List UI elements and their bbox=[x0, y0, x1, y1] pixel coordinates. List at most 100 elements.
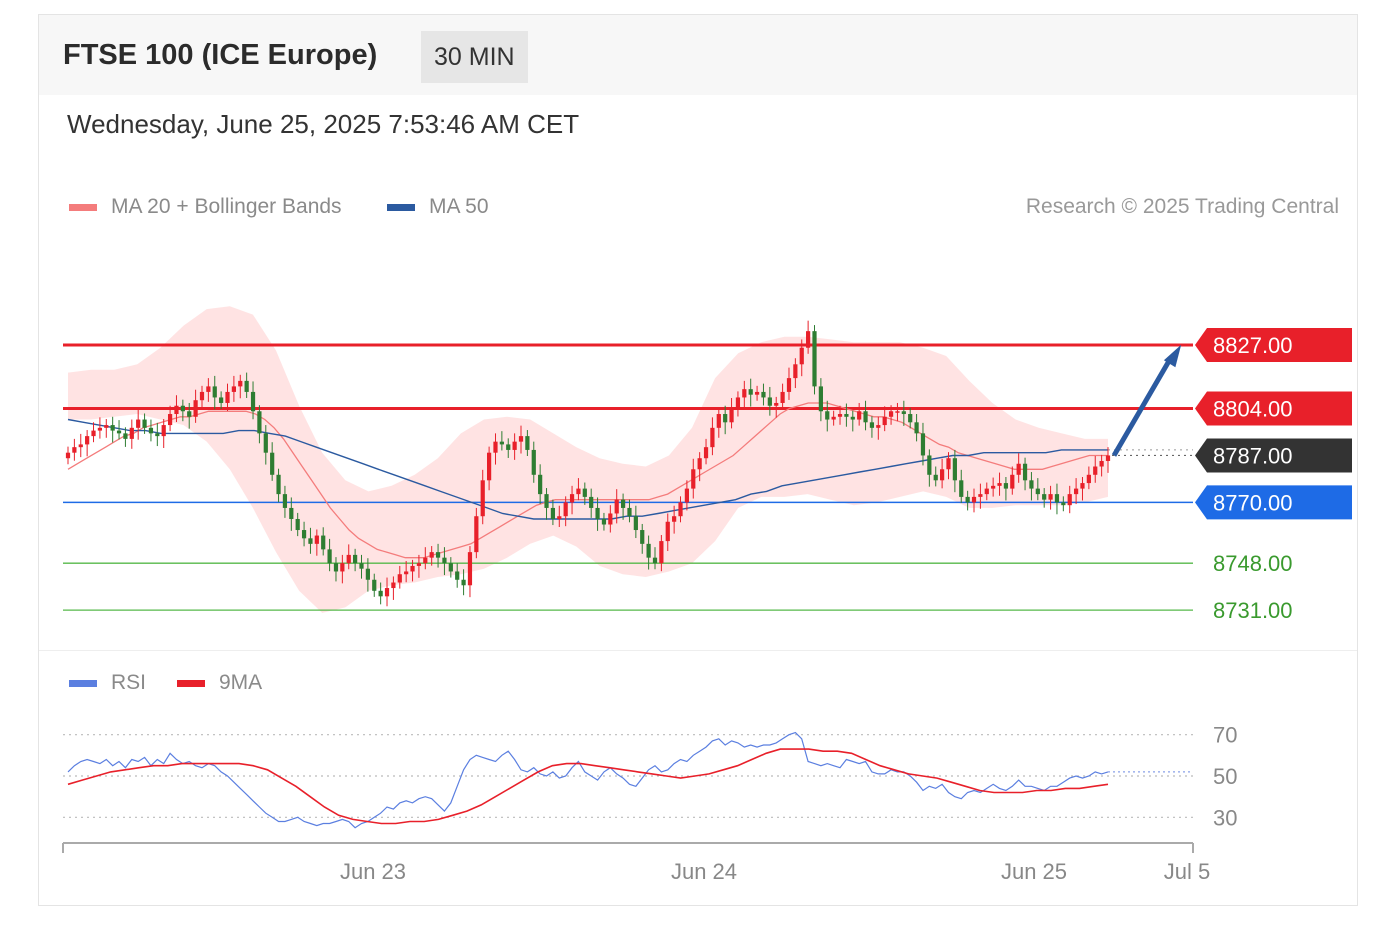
candle-body bbox=[876, 425, 881, 428]
candle-body bbox=[901, 411, 906, 415]
candle-body bbox=[435, 552, 441, 558]
panel-divider bbox=[39, 650, 1357, 651]
candle-body bbox=[563, 502, 568, 517]
candle-body bbox=[608, 513, 613, 525]
candle-body bbox=[244, 380, 249, 392]
candle-body bbox=[1067, 494, 1072, 506]
candle-body bbox=[767, 397, 772, 406]
candle-body bbox=[499, 441, 504, 445]
candle-body bbox=[863, 411, 868, 423]
candle-body bbox=[116, 430, 122, 434]
level-label-8731.00: 8731.00 bbox=[1213, 598, 1293, 623]
candle-body bbox=[78, 444, 83, 448]
candle-body bbox=[754, 391, 760, 395]
candle-body bbox=[710, 427, 715, 448]
candle-body bbox=[263, 433, 268, 453]
candle-body bbox=[1105, 455, 1111, 461]
candle-body bbox=[601, 518, 607, 525]
candle-body bbox=[697, 458, 702, 470]
candle-body bbox=[404, 571, 409, 575]
candle-body bbox=[372, 579, 377, 591]
candle-body bbox=[914, 422, 919, 434]
candle-body bbox=[1080, 483, 1085, 489]
candle-body bbox=[91, 430, 96, 437]
candle-body bbox=[729, 408, 734, 423]
candle-body bbox=[72, 447, 77, 453]
ma9-label: 9MA bbox=[219, 671, 263, 694]
candle-body bbox=[174, 405, 179, 415]
candle-body bbox=[927, 455, 932, 475]
candle-body bbox=[155, 433, 160, 437]
candle-body bbox=[952, 458, 957, 481]
candle-body bbox=[1042, 494, 1047, 500]
rsi-label: RSI bbox=[111, 671, 147, 694]
moving-averages bbox=[67, 402, 1108, 559]
level-tag-8827.00 bbox=[1195, 327, 1352, 362]
candle-body bbox=[359, 563, 364, 569]
candle-body bbox=[1061, 502, 1066, 506]
candle-body bbox=[978, 494, 983, 497]
candle-body bbox=[716, 414, 721, 428]
x-tick-label: Jun 24 bbox=[671, 859, 737, 884]
candle-body bbox=[544, 494, 549, 508]
candle-body bbox=[180, 405, 185, 412]
candle-body bbox=[167, 414, 173, 426]
candle-body bbox=[257, 411, 262, 434]
candle-body bbox=[104, 425, 109, 428]
ma20-line bbox=[67, 402, 1108, 559]
candle-body bbox=[997, 483, 1002, 486]
candle-body bbox=[1048, 494, 1053, 500]
candle-body bbox=[557, 516, 562, 519]
candle-body bbox=[569, 494, 575, 503]
level-tag-8787.00 bbox=[1195, 438, 1352, 473]
candle-body bbox=[429, 552, 434, 558]
candle-body bbox=[85, 436, 90, 445]
candle-body bbox=[538, 474, 543, 495]
rsi-level-label-50: 50 bbox=[1213, 764, 1237, 789]
candle-body bbox=[672, 516, 677, 522]
candle-body bbox=[1016, 463, 1021, 475]
interval-badge[interactable]: 30 MIN bbox=[421, 31, 528, 83]
candle-body bbox=[723, 414, 728, 423]
candle-body bbox=[940, 469, 945, 481]
candle-body bbox=[199, 391, 205, 401]
candle-body bbox=[627, 507, 632, 517]
candle-body bbox=[1029, 480, 1034, 489]
candle-body bbox=[276, 474, 281, 495]
candle-body bbox=[493, 441, 498, 453]
rsi-panel: 70 50 30 bbox=[63, 723, 1237, 830]
candle-body bbox=[1010, 474, 1015, 489]
candle-body bbox=[525, 436, 530, 450]
level-tag-text-8827.00: 8827.00 bbox=[1213, 333, 1293, 358]
candle-body bbox=[550, 507, 556, 519]
candle-body bbox=[461, 579, 466, 586]
candle-body bbox=[219, 397, 224, 403]
candle-body bbox=[652, 557, 658, 564]
candle-body bbox=[857, 411, 862, 420]
candle-body bbox=[467, 552, 473, 586]
candle-body bbox=[295, 518, 300, 531]
legend-rsi: RSI bbox=[69, 671, 146, 695]
candle-body bbox=[678, 502, 683, 517]
ma50-line bbox=[67, 418, 1108, 520]
candle-body bbox=[410, 565, 415, 572]
level-tag-text-8770.00: 8770.00 bbox=[1213, 490, 1293, 515]
candle-body bbox=[333, 563, 339, 572]
chart-header: FTSE 100 (ICE Europe) 30 MIN bbox=[39, 15, 1357, 95]
candle-body bbox=[703, 447, 709, 459]
legend-ma20: MA 20 + Bollinger Bands bbox=[69, 195, 342, 219]
candle-body bbox=[888, 411, 894, 417]
candle-body bbox=[774, 402, 779, 406]
candle-body bbox=[250, 391, 256, 412]
candle-body bbox=[614, 499, 619, 514]
rsi-level-label-70: 70 bbox=[1213, 723, 1237, 748]
rsi-ma-line bbox=[67, 748, 1109, 825]
candle-body bbox=[780, 391, 785, 403]
candle-body bbox=[448, 563, 453, 572]
rsi-level-label-30: 30 bbox=[1213, 805, 1237, 830]
candle-body bbox=[582, 488, 587, 497]
candle-body bbox=[314, 535, 319, 544]
candle-body bbox=[340, 563, 345, 572]
bollinger-band bbox=[68, 306, 1108, 613]
